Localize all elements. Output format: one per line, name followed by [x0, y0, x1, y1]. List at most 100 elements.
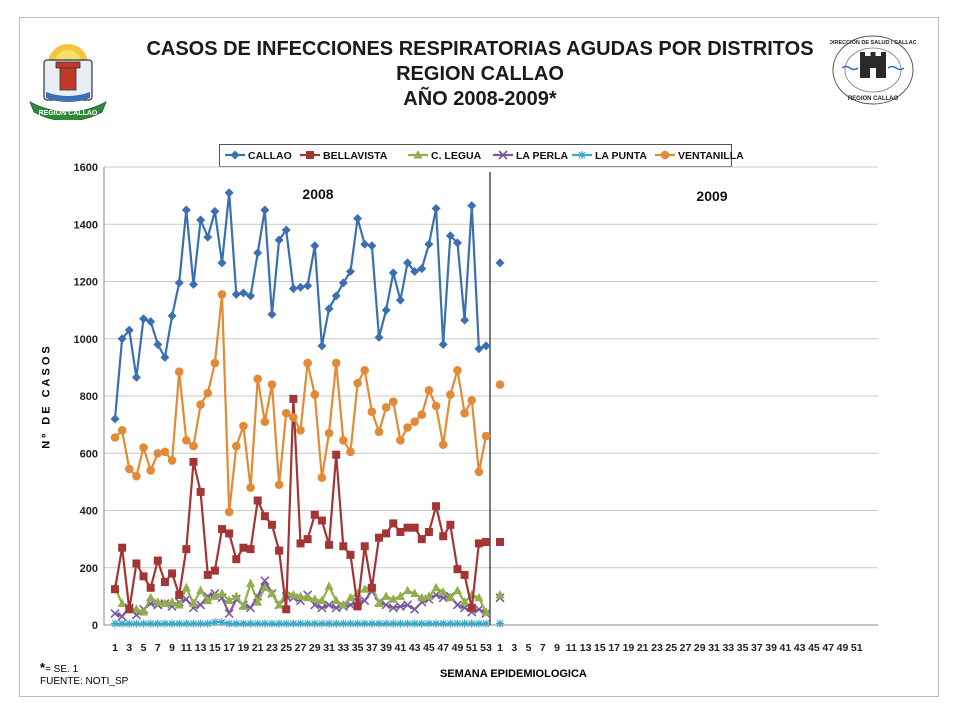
x-tick-label: 1: [112, 642, 118, 654]
data-point-ventanilla: [160, 447, 170, 457]
x-tick-label: 47: [437, 642, 449, 654]
data-point-bellavista: [467, 603, 476, 612]
data-point-bellavista: [332, 450, 341, 459]
x-tick-label: 3: [511, 642, 517, 654]
data-point-callao: [246, 291, 256, 301]
data-point-c-legua: [452, 585, 462, 595]
x-tick-label: 7: [155, 642, 161, 654]
data-point-c-legua: [345, 592, 355, 602]
data-point-callao: [324, 304, 334, 314]
data-point-la-punta: [225, 619, 234, 628]
x-tick-label: 23: [266, 642, 278, 654]
y-tick-label: 1200: [74, 277, 98, 289]
data-point-c-legua: [253, 597, 263, 606]
data-point-bellavista: [111, 585, 119, 594]
data-point-ventanilla: [317, 473, 327, 482]
data-point-bellavista: [182, 545, 191, 554]
data-point-callao: [474, 344, 484, 354]
data-point-la-punta-2009: [496, 619, 504, 628]
data-point-bellavista: [374, 533, 383, 542]
data-point-bellavista: [360, 542, 369, 551]
x-axis-label: SEMANA EPIDEMIOLOGICA: [440, 668, 587, 680]
data-point-ventanilla: [339, 436, 348, 445]
data-point-bellavista: [339, 542, 348, 551]
data-point-ventanilla: [296, 426, 305, 435]
data-point-ventanilla: [260, 417, 270, 427]
data-point-callao: [181, 205, 191, 215]
data-point-la-punta: [218, 618, 227, 627]
data-point-bellavista: [303, 535, 312, 544]
data-point-bellavista: [160, 578, 169, 587]
region-callao-logo: REGION CALLAO: [29, 44, 107, 120]
data-point-la-perla: [402, 600, 413, 610]
legend-marker-la-punta: [578, 151, 586, 159]
x-tick-label: 7: [540, 642, 546, 654]
y-tick-label: 1600: [74, 162, 98, 174]
x-tick-label: 41: [395, 642, 407, 654]
x-tick-label: 19: [623, 642, 635, 654]
data-point-c-legua: [403, 585, 413, 595]
y-tick-label: 400: [80, 506, 98, 518]
data-point-ventanilla: [367, 407, 377, 417]
legend-marker-bellavista: [306, 151, 314, 159]
data-point-ventanilla: [310, 390, 320, 399]
data-point-ventanilla: [231, 441, 241, 451]
data-point-la-punta: [296, 619, 305, 628]
data-point-la-punta: [175, 619, 184, 628]
data-point-callao: [381, 305, 391, 315]
data-point-bellavista-2009: [496, 537, 504, 546]
data-point-c-legua: [417, 592, 427, 602]
data-point-callao: [274, 235, 284, 245]
data-point-la-punta: [153, 619, 162, 628]
data-point-c-legua: [260, 582, 270, 592]
footnote: *= SE. 1: [40, 660, 78, 675]
y-tick-label: 1000: [74, 334, 98, 346]
data-point-bellavista: [325, 540, 334, 549]
data-point-ventanilla-2009: [495, 380, 505, 389]
data-point-la-punta: [210, 618, 219, 627]
x-tick-label: 23: [651, 642, 663, 654]
data-point-ventanilla: [217, 290, 227, 299]
data-point-callao: [445, 231, 455, 241]
data-point-callao: [196, 215, 206, 225]
data-point-ventanilla: [438, 440, 448, 449]
data-point-bellavista: [353, 602, 362, 611]
data-point-bellavista: [267, 520, 276, 529]
data-point-callao: [210, 206, 220, 216]
legend-label-c-legua: C. LEGUA: [431, 150, 482, 162]
data-point-callao: [360, 239, 370, 249]
data-point-c-legua: [131, 604, 141, 613]
data-point-callao: [460, 315, 470, 325]
data-point-ventanilla: [481, 431, 491, 441]
data-point-bellavista: [460, 570, 469, 579]
data-point-la-punta: [239, 619, 248, 628]
y-tick-label: 0: [92, 620, 98, 632]
data-point-la-punta: [282, 619, 291, 628]
data-point-bellavista: [203, 570, 212, 579]
data-point-bellavista: [410, 523, 419, 532]
data-point-ventanilla: [417, 410, 427, 419]
data-point-bellavista: [446, 520, 455, 529]
data-point-ventanilla: [331, 358, 341, 368]
data-point-la-punta: [467, 619, 476, 628]
data-point-la-punta: [267, 619, 276, 628]
y-tick-label: 1400: [74, 219, 98, 231]
data-point-ventanilla: [474, 467, 484, 477]
x-tick-label: 25: [665, 642, 677, 654]
data-point-la-perla: [381, 600, 391, 610]
x-tick-label: 17: [223, 642, 235, 654]
slide-frame: [19, 17, 939, 697]
data-point-bellavista: [118, 543, 127, 552]
data-point-callao: [374, 332, 384, 342]
data-point-bellavista: [389, 519, 398, 528]
data-point-ventanilla: [353, 378, 362, 388]
data-point-c-legua: [224, 595, 234, 605]
data-point-ventanilla: [446, 390, 455, 399]
data-point-ventanilla: [210, 358, 220, 368]
data-point-bellavista: [424, 527, 433, 536]
data-point-callao: [452, 238, 462, 248]
data-point-c-legua: [167, 597, 177, 606]
x-tick-label: 9: [169, 642, 175, 654]
x-tick-label: 39: [765, 642, 777, 654]
x-tick-label: 13: [195, 642, 207, 654]
